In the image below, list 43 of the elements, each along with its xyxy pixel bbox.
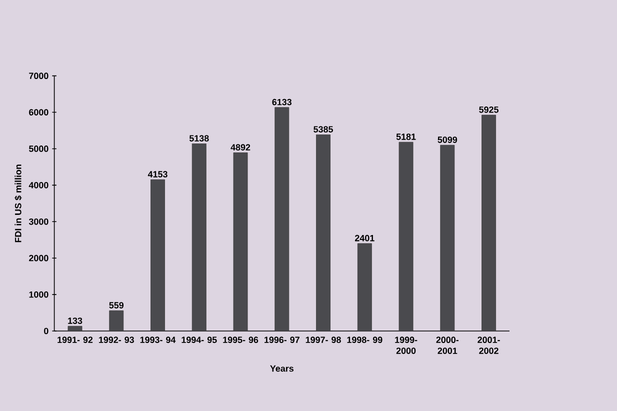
x-tick-label: 1991- 92 [58, 336, 93, 343]
bar [398, 142, 414, 332]
data-label: 5181 [396, 134, 416, 140]
bar [357, 243, 372, 332]
x-tick-label: 1997- 98 [306, 336, 341, 343]
x-tick-label: 1996- 97 [264, 336, 300, 343]
x-tick-label: 1995- 96 [223, 336, 258, 343]
data-label: 6133 [272, 98, 292, 106]
x-tick-label: 1994- 95 [182, 336, 217, 343]
x-tick-label: 1993- 94 [140, 336, 176, 343]
bar [274, 107, 290, 332]
data-label: 5138 [189, 135, 209, 142]
x-tick-label: 1999- 2000 [395, 336, 418, 354]
bar [440, 144, 455, 332]
y-axis-title: FDI in US $ million [14, 164, 22, 242]
bar [192, 144, 206, 332]
data-label: 5385 [314, 126, 333, 133]
data-label: 559 [109, 302, 124, 308]
x-tick-label: 2000- 2001 [436, 336, 459, 354]
data-label: 5925 [479, 106, 499, 113]
y-tick-label: 2000 [29, 254, 48, 262]
data-label: 133 [68, 318, 82, 324]
bar [109, 310, 124, 332]
bar [316, 134, 330, 332]
bar [233, 152, 248, 332]
x-axis-title: Years [270, 365, 294, 372]
x-tick-label: 1998- 99 [347, 336, 382, 343]
data-label: 5099 [438, 136, 458, 143]
y-tick-label: 6000 [29, 109, 48, 116]
y-tick-label: 0 [44, 328, 48, 334]
bar [150, 179, 165, 332]
x-tick-label: 1992- 93 [98, 336, 134, 343]
y-tick-label: 4000 [28, 182, 48, 188]
x-tick-label: 2001- 2002 [478, 336, 500, 354]
data-label: 2401 [354, 234, 374, 242]
bar [482, 114, 496, 332]
y-tick-label: 7000 [29, 72, 48, 80]
y-tick-label: 3000 [28, 218, 48, 225]
data-label: 4153 [148, 171, 168, 178]
bar [68, 326, 82, 332]
data-label: 4892 [230, 144, 250, 150]
y-tick-label: 5000 [29, 146, 48, 152]
y-tick-label: 1000 [29, 291, 48, 298]
